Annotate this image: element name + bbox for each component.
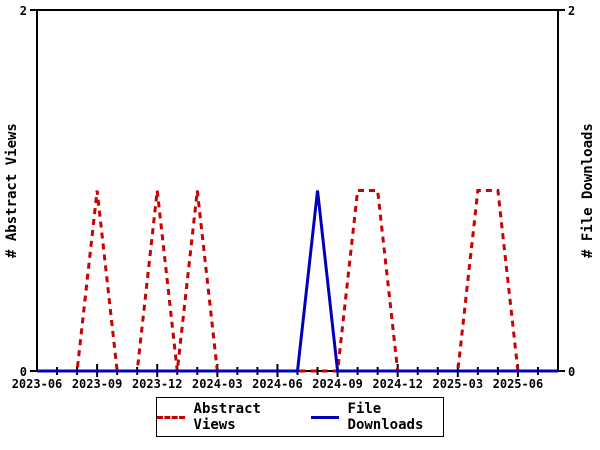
x-tick-label: 2024-12	[372, 377, 423, 391]
y-tick-label-left: 2	[20, 4, 27, 18]
legend: Abstract Views File Downloads	[156, 397, 444, 437]
x-tick-label: 2023-12	[132, 377, 183, 391]
x-tick-label: 2024-06	[252, 377, 303, 391]
x-tick-label: 2023-06	[12, 377, 63, 391]
abstract-views-dashed-line-swatch	[157, 415, 185, 419]
x-tick-label: 2024-09	[312, 377, 363, 391]
x-tick-label: 2023-09	[72, 377, 123, 391]
y-tick-label-right: 0	[568, 365, 575, 379]
x-tick-label: 2024-03	[192, 377, 243, 391]
x-tick-label: 2025-03	[433, 377, 484, 391]
legend-item-abstract-views: Abstract Views	[157, 401, 289, 433]
legend-label-abstract-views: Abstract Views	[193, 401, 261, 433]
abstract-views-line	[37, 189, 558, 373]
y-tick-label-right: 2	[568, 4, 575, 18]
right-axis-title: # File Downloads	[580, 123, 596, 258]
x-tick-label: 2025-06	[493, 377, 544, 391]
file-downloads-solid-line-swatch	[311, 415, 339, 419]
y-tick-label-left: 0	[20, 365, 27, 379]
left-axis-title: # Abstract Views	[4, 123, 20, 258]
file-downloads-line	[37, 190, 558, 373]
legend-item-file-downloads: File Downloads	[311, 401, 443, 433]
legend-label-file-downloads: File Downloads	[347, 401, 424, 433]
